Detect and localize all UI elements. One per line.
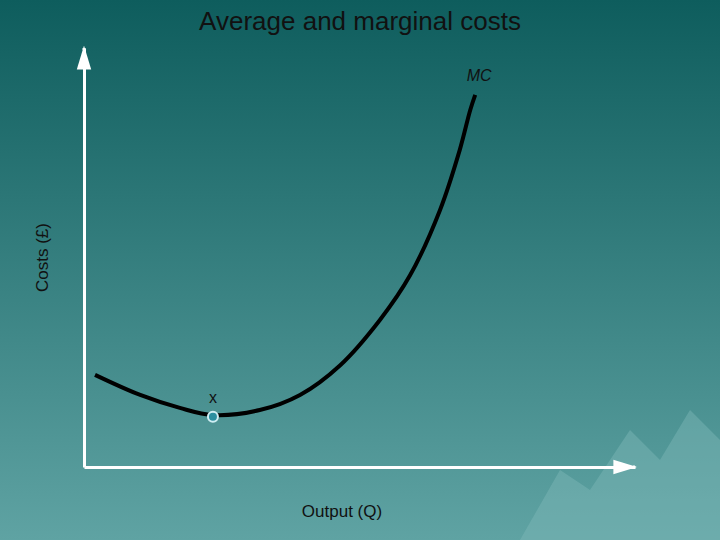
point	[208, 412, 218, 422]
y-axis	[84, 49, 85, 468]
annotation: x	[209, 389, 217, 406]
axis-arrow	[633, 466, 635, 469]
x-axis	[85, 467, 636, 468]
title: Average and marginal costs	[199, 6, 521, 36]
y-label: Costs (£)	[33, 223, 52, 292]
background	[0, 0, 720, 540]
axis-arrow	[83, 48, 86, 50]
decoration	[520, 410, 720, 540]
chart: Average and marginal costs Output (Q) Cost…	[0, 0, 720, 540]
plot-area	[95, 95, 475, 422]
axis-line	[85, 466, 636, 469]
line	[95, 95, 475, 415]
axis-line	[83, 49, 86, 468]
x-label: Output (Q)	[302, 502, 382, 521]
series-label: MC	[467, 67, 492, 84]
